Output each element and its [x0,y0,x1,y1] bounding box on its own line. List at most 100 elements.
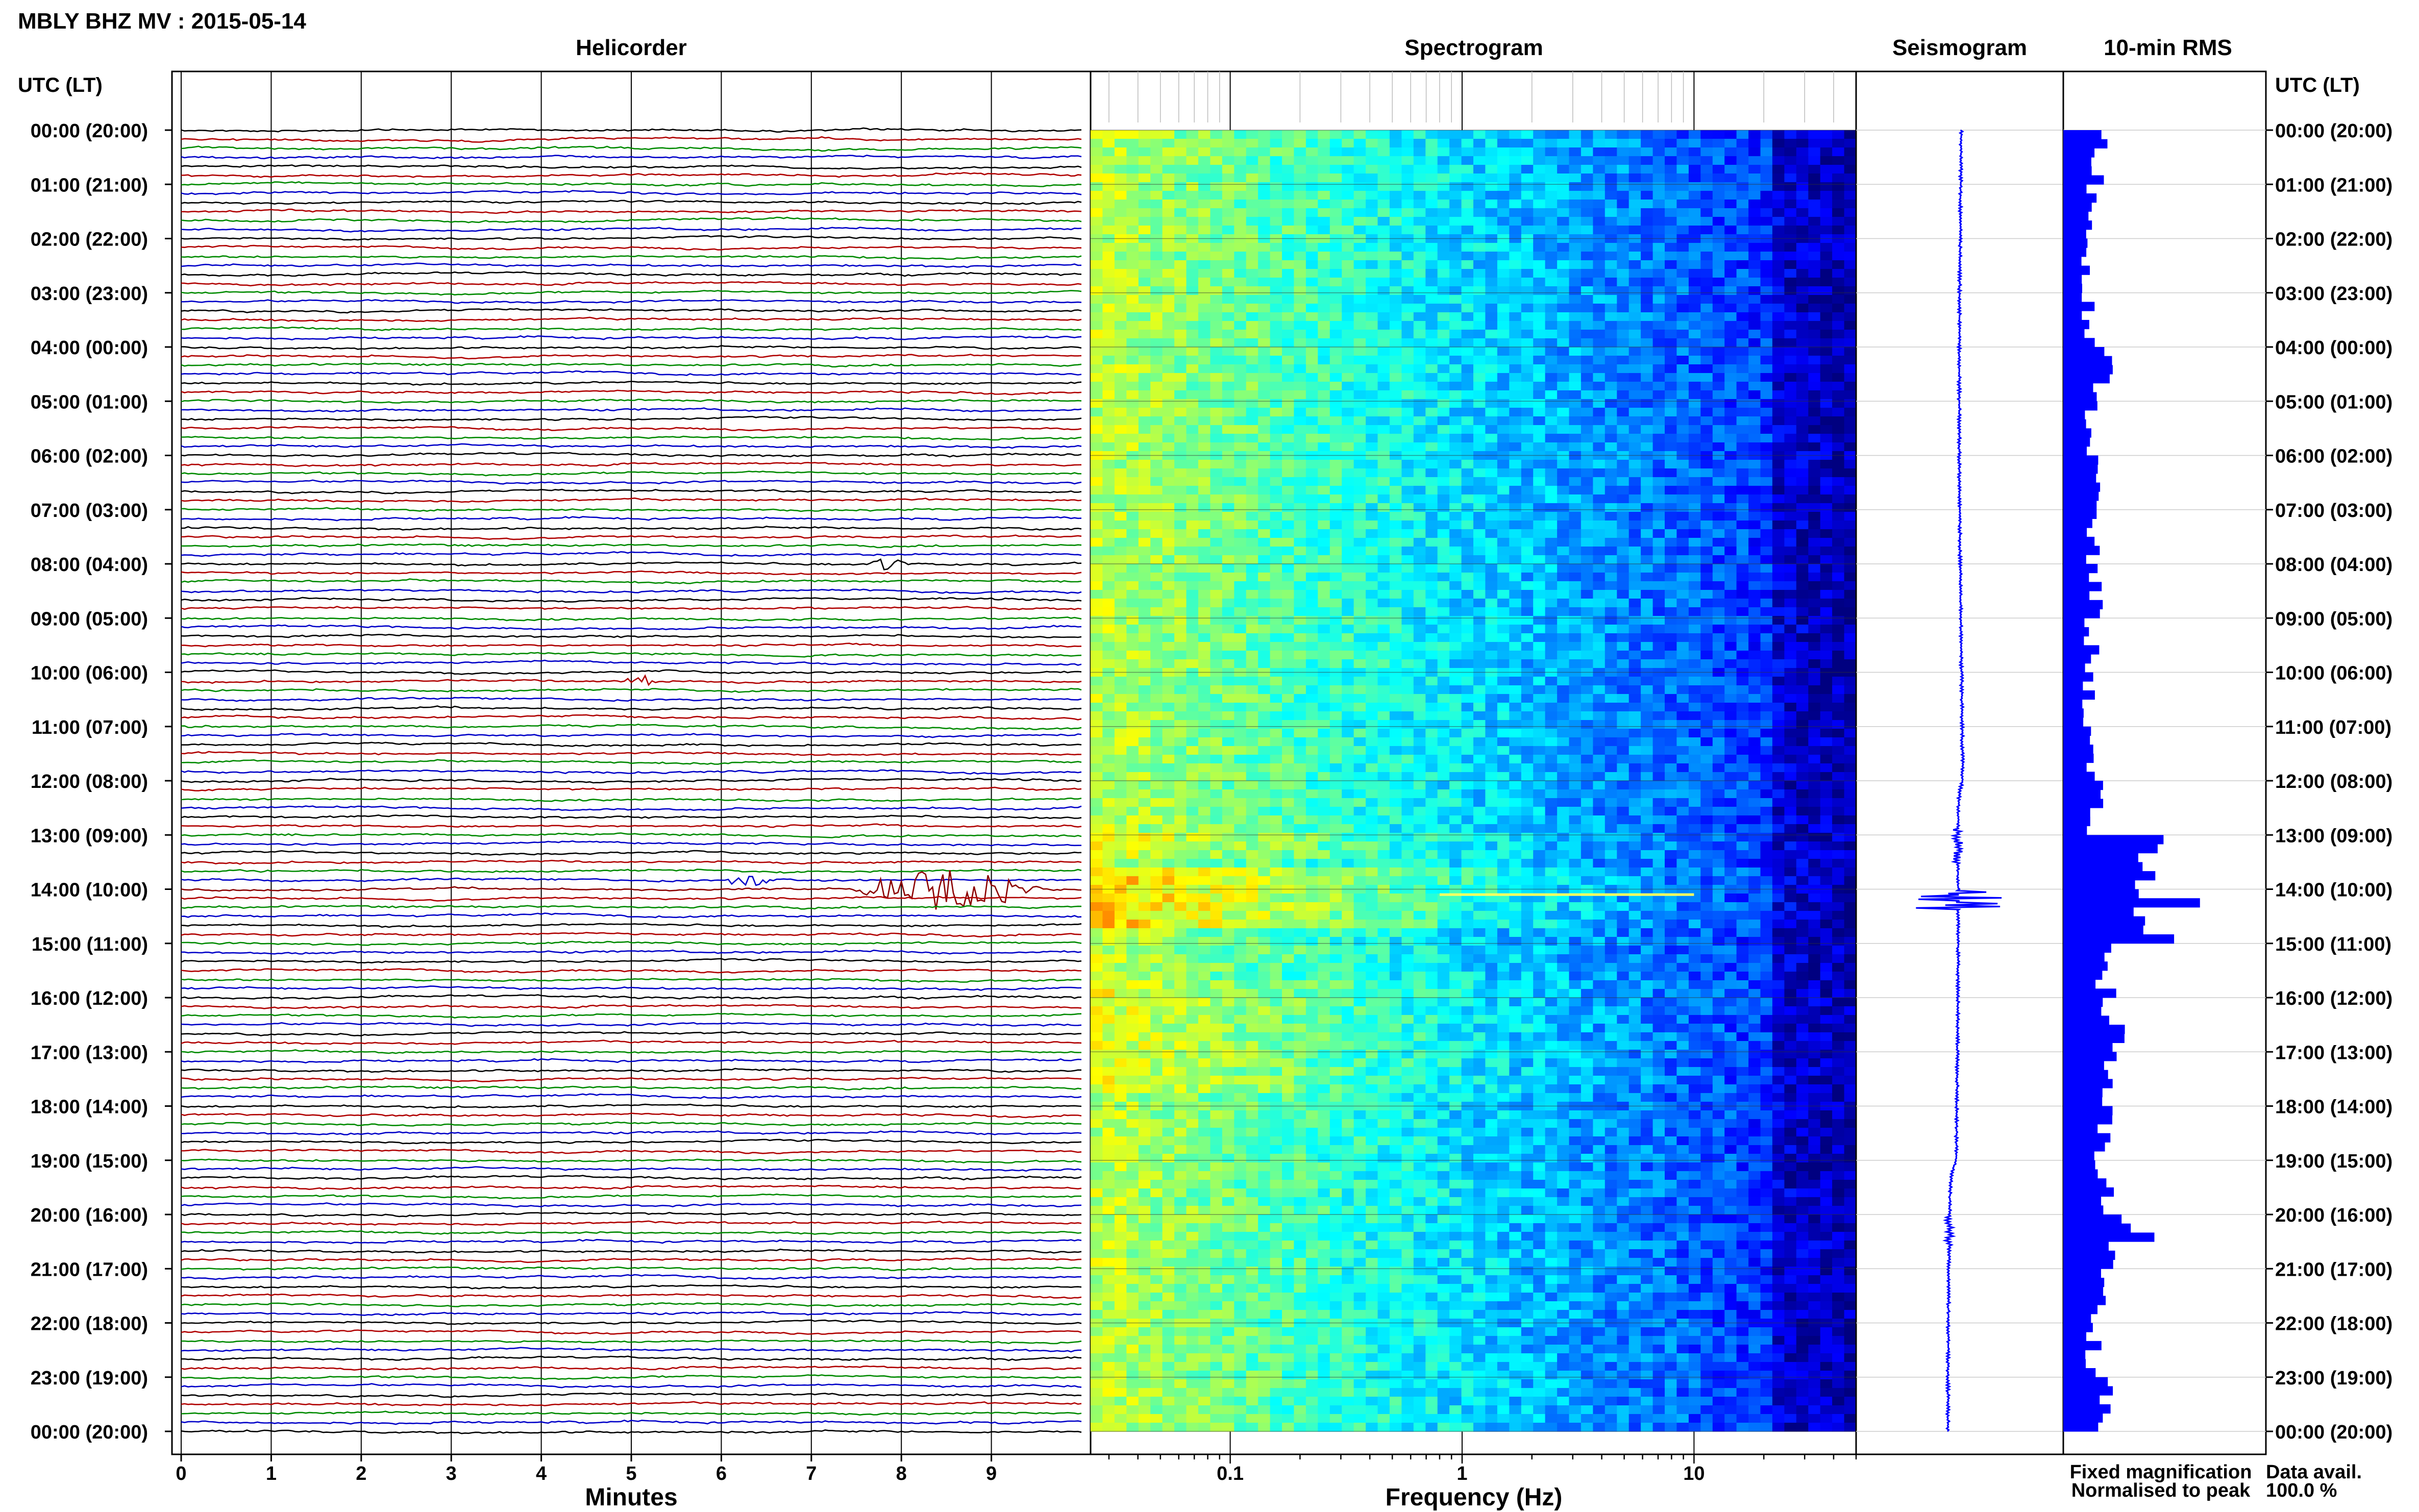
spectrogram-cell [1437,625,1450,634]
spectrogram-cell [1676,182,1689,191]
spectrogram-cell [1389,694,1402,703]
spectrogram-cell [1234,408,1247,417]
spectrogram-cell [1294,165,1306,174]
spectrogram-cell [1210,599,1223,608]
spectrogram-cell [1461,139,1474,148]
spectrogram-cell [1593,520,1606,530]
spectrogram-cell [1413,486,1426,495]
spectrogram-cell [1820,286,1833,295]
spectrogram-cell [1641,729,1653,738]
spectrogram-cell [1736,373,1749,382]
spectrogram-cell [1581,338,1593,348]
spectrogram-cell [1676,408,1689,417]
spectrogram-cell [1366,729,1378,738]
spectrogram-cell [1174,260,1187,269]
spectrogram-cell [1557,711,1570,721]
spectrogram-cell [1126,408,1139,417]
spectrogram-cell [1222,226,1235,235]
spectrogram-cell [1114,659,1127,668]
spectrogram-cell [1329,529,1342,538]
spectrogram-cell [1772,338,1785,348]
spectrogram-cell [1593,737,1606,747]
spectrogram-cell [1581,226,1593,235]
spectrogram-cell [1724,590,1737,599]
spectrogram-cell [1329,442,1342,452]
spectrogram-cell [1796,486,1809,495]
spectrogram-cell [1138,659,1151,668]
spectrogram-cell [1533,659,1546,668]
spectrogram-cell [1688,703,1701,712]
spectrogram-cell [1617,486,1630,495]
spectrogram-cell [1401,356,1414,365]
helicorder-trace [181,1004,1082,1009]
spectrogram-cell [1796,191,1809,200]
spectrogram-cell [1102,200,1115,209]
spectrogram-cell [1593,651,1606,660]
spectrogram-cell [1772,729,1785,738]
spectrogram-cell [1581,512,1593,521]
spectrogram-cell [1126,434,1139,443]
spectrogram-cell [1772,321,1785,330]
spectrogram-cell [1210,321,1223,330]
spectrogram-cell [1114,226,1127,235]
spectrogram-cell [1593,460,1606,469]
spectrogram-cell [1557,633,1570,642]
spectrogram-cell [1473,312,1486,321]
helicorder-trace [181,1076,1082,1082]
spectrogram-cell [1844,165,1857,174]
spectrogram-cell [1628,729,1641,738]
spectrogram-cell [1126,633,1139,642]
spectrogram-cell [1760,286,1773,295]
spectrogram-cell [1305,147,1318,157]
spectrogram-cell [1665,278,1677,287]
spectrogram-cell [1724,677,1737,686]
spectrogram-cell [1533,434,1546,443]
spectrogram-cell [1425,651,1438,660]
spectrogram-cell [1282,252,1294,261]
spectrogram-cell [1473,711,1486,721]
spectrogram-cell [1808,130,1821,139]
spectrogram-cell [1712,581,1725,590]
spectrogram-cell [1533,555,1546,564]
spectrogram-cell [1712,208,1725,217]
spectrogram-cell [1545,269,1558,278]
spectrogram-cell [1521,269,1534,278]
spectrogram-cell [1102,165,1115,174]
spectrogram-cell [1485,226,1498,235]
spectrogram-cell [1724,503,1737,512]
spectrogram-cell [1091,494,1103,504]
spectrogram-cell [1808,755,1821,764]
spectrogram-cell [1270,694,1282,703]
spectrogram-cell [1294,252,1306,261]
spectrogram-cell [1772,599,1785,608]
spectrogram-cell [1736,252,1749,261]
spectrogram-cell [1844,755,1857,764]
spectrogram-cell [1569,729,1582,738]
spectrogram-cell [1760,555,1773,564]
spectrogram-cell [1760,642,1773,651]
spectrogram-cell [1114,607,1127,616]
spectrogram-cell [1162,269,1175,278]
spectrogram-cell [1461,173,1474,183]
spectrogram-cell [1700,547,1713,556]
spectrogram-cell [1760,373,1773,382]
spectrogram-cell [1294,677,1306,686]
spectrogram-cell [1628,217,1641,226]
spectrogram-cell [1437,173,1450,183]
spectrogram-cell [1760,165,1773,174]
spectrogram-cell [1114,746,1127,755]
spectrogram-cell [1174,737,1187,747]
spectrogram-cell [1808,581,1821,590]
spectrogram-cell [1162,590,1175,599]
spectrogram-cell [1808,685,1821,695]
spectrogram-cell [1485,555,1498,564]
helicorder-xtick-label: 8 [896,1463,907,1484]
spectrogram-cell [1091,599,1103,608]
spectrogram-cell [1497,338,1510,348]
spectrogram-cell [1389,147,1402,157]
spectrogram-cell [1485,460,1498,469]
spectrogram-cell [1126,772,1139,781]
helicorder-trace [181,769,1082,775]
spectrogram-cell [1138,677,1151,686]
spectrogram-cell [1150,165,1163,174]
